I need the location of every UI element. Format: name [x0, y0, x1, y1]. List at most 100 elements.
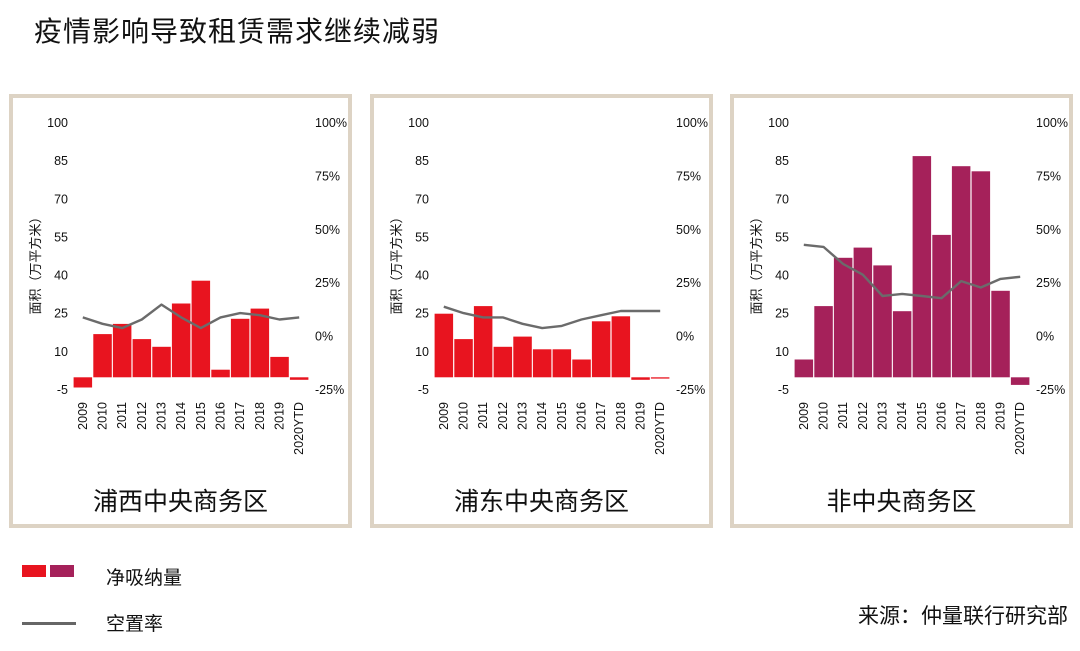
y-axis-label: 面积（万平方米） [28, 210, 44, 314]
x-tick-label: 2020YTD [1013, 402, 1027, 455]
legend-line-swatch [22, 622, 76, 625]
y-axis-label: 面积（万平方米） [749, 210, 765, 314]
x-tick-label: 2012 [496, 402, 510, 430]
x-tick-label: 2018 [253, 402, 267, 430]
chart-panel-puxi-cbd: -5 10 25 40 55 70 85 100 -25% 0% 25% 50% 75% 100% 面积（万… [9, 94, 352, 528]
x-tick-label: 2014 [535, 402, 549, 430]
legend-label-absorption: 净吸纳量 [106, 567, 183, 589]
x-tick-label: 2010 [457, 402, 471, 430]
y-axis-label: 面积（万平方米） [389, 210, 405, 314]
legend-label-vacancy: 空置率 [106, 613, 164, 635]
y2-tick-label: -25% [1036, 383, 1065, 397]
chart-title: 浦西中央商务区 [92, 487, 268, 516]
y-tick-label: 70 [775, 192, 789, 206]
x-tick-label: 2013 [155, 402, 169, 430]
bar [93, 334, 112, 378]
x-tick-label: 2012 [856, 402, 870, 430]
x-tick-label: 2020YTD [653, 402, 667, 455]
x-tick-label: 2012 [135, 402, 149, 430]
y2-tick-label: 50% [315, 223, 340, 237]
y-tick-label: 55 [54, 230, 68, 244]
y-tick-label: 100 [47, 116, 68, 130]
x-tick-label: 2009 [437, 402, 451, 430]
bar [951, 166, 971, 378]
y-tick-label: -5 [778, 383, 789, 397]
bar [532, 349, 552, 378]
y-tick-label: 85 [54, 154, 68, 168]
y2-tick-label: 75% [676, 169, 701, 183]
x-tick-label: 2010 [96, 402, 110, 430]
x-tick-label: 2019 [273, 402, 287, 430]
bar [270, 356, 289, 378]
x-tick-label: 2014 [174, 402, 188, 430]
y2-tick-label: 50% [676, 223, 701, 237]
y-tick-label: 10 [54, 345, 68, 359]
bar [250, 308, 270, 378]
bar [211, 369, 230, 378]
x-tick-label: 2011 [476, 402, 490, 429]
y-tick-label: 100 [408, 116, 429, 130]
bar [892, 311, 912, 378]
y2-tick-label: 100% [315, 116, 347, 130]
chart-panel-non-cbd: -5 10 25 40 55 70 85 100 -25% 0% 25% 50% 75% 100% 面积（万… [730, 94, 1073, 528]
x-tick-label: 2016 [935, 402, 949, 430]
y-tick-label: 25 [415, 307, 429, 321]
x-tick-label: 2009 [76, 402, 90, 430]
vacancy-line [82, 303, 300, 330]
bar [493, 346, 513, 378]
x-tick-label: 2013 [516, 402, 530, 430]
bar [73, 377, 93, 388]
y-tick-label: 10 [415, 345, 429, 359]
y-tick-label: 55 [775, 230, 789, 244]
y-tick-label: -5 [57, 383, 68, 397]
legend-swatch-red [22, 565, 46, 577]
bar [152, 346, 171, 378]
x-tick-label: 2017 [954, 402, 968, 430]
bar [932, 234, 951, 378]
vacancy-line [803, 243, 1021, 300]
x-tick-label: 2015 [194, 402, 208, 430]
y2-tick-label: 100% [676, 116, 708, 130]
bar [132, 339, 152, 378]
source-note: 来源：仲量联行研究部 [858, 604, 1068, 628]
bar [991, 290, 1010, 378]
y2-tick-label: 75% [315, 169, 340, 183]
bar [572, 359, 591, 378]
y-tick-label: 25 [54, 307, 68, 321]
chart-title: 浦东中央商务区 [453, 487, 629, 516]
y2-tick-label: 75% [1036, 169, 1061, 183]
y2-tick-label: 100% [1036, 116, 1068, 130]
bar [513, 336, 532, 378]
y2-tick-label: 25% [1036, 276, 1061, 290]
y2-tick-label: 0% [1036, 330, 1054, 344]
bar [591, 321, 611, 378]
chart-svg: -5 10 25 40 55 70 85 100 -25% 0% 25% 50% 75% 100% 面积（万… [749, 116, 1068, 455]
y2-tick-label: -25% [676, 383, 705, 397]
bar [473, 306, 493, 378]
x-tick-label: 2016 [214, 402, 228, 430]
x-tick-label: 2014 [895, 402, 909, 430]
y-tick-label: 40 [775, 269, 789, 283]
bar [873, 265, 892, 378]
x-tick-label: 2020YTD [292, 402, 306, 455]
x-tick-label: 2019 [634, 402, 648, 430]
chart-title: 非中央商务区 [826, 487, 977, 516]
legend-swatch-magenta [50, 565, 74, 577]
chart-svg: -5 10 25 40 55 70 85 100 -25% 0% 25% 50% 75% 100% 面积（万… [28, 116, 347, 455]
x-tick-label: 2017 [594, 402, 608, 430]
x-tick-label: 2009 [797, 402, 811, 430]
bar [230, 318, 250, 378]
bar [289, 377, 309, 380]
x-tick-label: 2010 [817, 402, 831, 430]
bar [814, 306, 833, 378]
bar [631, 377, 650, 380]
bar [611, 316, 631, 378]
y-tick-label: 70 [54, 192, 68, 206]
legend-bars [22, 565, 78, 577]
vacancy-line [443, 305, 661, 330]
y-tick-label: -5 [418, 383, 429, 397]
legend-line [22, 622, 76, 625]
bar [912, 156, 932, 378]
x-tick-label: 2013 [876, 402, 890, 430]
y2-tick-label: 0% [676, 330, 694, 344]
